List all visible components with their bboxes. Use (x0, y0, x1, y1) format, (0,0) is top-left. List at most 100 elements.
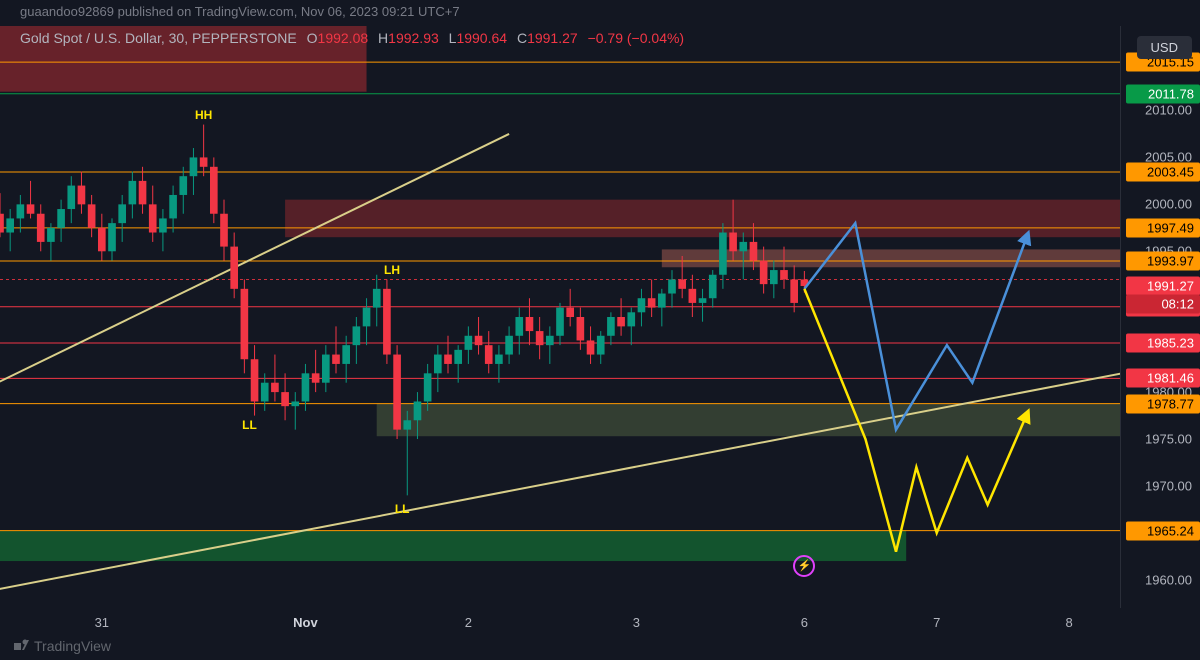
price-label: 1981.46 (1126, 369, 1200, 388)
candle (739, 242, 747, 251)
candle (332, 355, 340, 364)
candle (444, 355, 452, 364)
candle (790, 279, 798, 302)
candle (505, 336, 513, 355)
candle (169, 195, 177, 218)
candle (454, 350, 462, 364)
candle (434, 355, 442, 374)
candle (566, 308, 574, 317)
candle (200, 157, 208, 166)
price-zone[interactable] (285, 200, 1120, 238)
candle (597, 336, 605, 355)
price-zone[interactable] (0, 531, 906, 561)
y-tick: 1960.00 (1145, 572, 1192, 587)
candle (678, 279, 686, 288)
candle (648, 298, 656, 307)
price-zone[interactable] (662, 249, 1120, 267)
swing-label: LL (242, 418, 257, 432)
candle (393, 355, 401, 430)
candle (465, 336, 473, 350)
candle (37, 214, 45, 242)
candle (149, 204, 157, 232)
candle (526, 317, 534, 331)
price-label: 1991.27 (1126, 277, 1200, 296)
candle (220, 214, 228, 247)
candle (668, 279, 676, 293)
price-label: 1965.24 (1126, 521, 1200, 540)
candle (770, 270, 778, 284)
candle (607, 317, 615, 336)
x-tick: 31 (95, 615, 109, 630)
candle (709, 275, 717, 298)
candle (475, 336, 483, 345)
ohlc-close: 1991.27 (527, 30, 578, 46)
candle (88, 204, 96, 227)
candle (587, 340, 595, 354)
symbol-title: Gold Spot / U.S. Dollar, 30, PEPPERSTONE (20, 30, 297, 46)
forecast-icon[interactable] (793, 555, 815, 577)
candle (556, 308, 564, 336)
price-label: 1978.77 (1126, 394, 1200, 413)
currency-badge[interactable]: USD (1137, 36, 1192, 59)
candle (302, 373, 310, 401)
price-zone[interactable] (377, 403, 1120, 436)
candle (179, 176, 187, 195)
candle (515, 317, 523, 336)
candle (638, 298, 646, 312)
x-tick: Nov (293, 615, 318, 630)
chart-container: guaandoo92869 published on TradingView.c… (0, 0, 1200, 660)
candle (729, 233, 737, 252)
ohlc-legend: Gold Spot / U.S. Dollar, 30, PEPPERSTONE… (20, 30, 684, 46)
candle (760, 261, 768, 284)
candle (57, 209, 65, 228)
candle (230, 247, 238, 289)
candle (699, 298, 707, 303)
candle (577, 317, 585, 340)
x-tick: 3 (633, 615, 640, 630)
price-label: 1997.49 (1126, 218, 1200, 237)
ohlc-open: 1992.08 (318, 30, 369, 46)
candle (159, 218, 167, 232)
price-label: 2011.78 (1126, 84, 1200, 103)
candle (536, 331, 544, 345)
trend-line[interactable] (0, 364, 1120, 599)
x-tick: 2 (465, 615, 472, 630)
swing-label: LH (384, 263, 400, 277)
y-tick: 1975.00 (1145, 432, 1192, 447)
ohlc-high: 1992.93 (388, 30, 439, 46)
candle (129, 181, 137, 204)
candle (485, 345, 493, 364)
y-axis: 1960.001965.001970.001975.001980.001985.… (1120, 26, 1200, 608)
candle (251, 359, 259, 401)
candle (190, 157, 198, 176)
ohlc-change: −0.79 (−0.04%) (588, 30, 685, 46)
publish-header: guaandoo92869 published on TradingView.c… (0, 0, 1200, 26)
candle (210, 167, 218, 214)
candle (17, 204, 25, 218)
tradingview-logo: TradingView (14, 637, 111, 654)
candle (98, 228, 106, 251)
candle (780, 270, 788, 279)
x-tick: 6 (801, 615, 808, 630)
candle (312, 373, 320, 382)
candle (495, 355, 503, 364)
candle (27, 204, 35, 213)
candle (139, 181, 147, 204)
candle (118, 204, 126, 223)
candle (261, 383, 269, 402)
y-tick: 2000.00 (1145, 197, 1192, 212)
y-tick: 1970.00 (1145, 478, 1192, 493)
swing-label: HH (195, 108, 212, 122)
candle (271, 383, 279, 392)
candle (322, 355, 330, 383)
candle (373, 289, 381, 308)
swing-label: LL (395, 502, 410, 516)
candle (108, 223, 116, 251)
candle (47, 228, 55, 242)
candle (424, 373, 432, 401)
candle (617, 317, 625, 326)
candle (6, 218, 14, 232)
candle (403, 420, 411, 429)
price-label: 1993.97 (1126, 251, 1200, 270)
price-chart[interactable] (0, 26, 1120, 608)
